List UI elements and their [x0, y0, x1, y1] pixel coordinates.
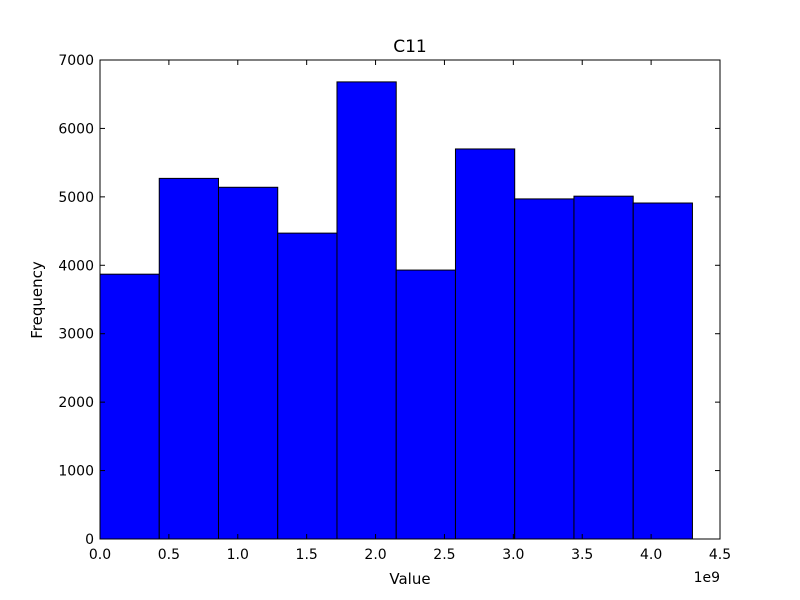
y-tick-label-8: 7000 [58, 53, 94, 69]
x-tick-label-9: 4.0 [640, 547, 662, 563]
plot-frame [99, 59, 721, 540]
y-axis: 0 1000 2000 3000 4000 5000 6000 7000 [58, 53, 720, 548]
x-tick-label-4: 1.5 [296, 547, 318, 563]
x-tick-label-6: 2.5 [433, 547, 455, 563]
histogram-bar-2 [158, 177, 219, 540]
y-tick-label-4: 3000 [58, 327, 94, 343]
x-tick-label-3: 1.0 [227, 547, 249, 563]
chart-title: C11 [393, 37, 427, 57]
x-axis-offset-label: 1e9 [694, 570, 720, 586]
y-tick-label-7: 6000 [58, 121, 94, 137]
x-tick-label-2: 0.5 [158, 547, 180, 563]
x-tick-label-7: 3.0 [502, 547, 524, 563]
histogram-bar-10 [632, 202, 693, 540]
histogram-bar-3 [217, 186, 279, 540]
bar-group [99, 81, 693, 540]
x-axis: 0.0 0.5 1.0 1.5 2.0 2.5 3.0 3.5 4.0 4.5 [89, 60, 731, 563]
y-tick-label-3: 2000 [58, 395, 94, 411]
y-tick-label-6: 5000 [58, 190, 94, 206]
histogram-bar-7 [454, 148, 516, 540]
histogram-bar-8 [514, 198, 575, 540]
x-axis-label: Value [389, 570, 430, 588]
histogram-bar-6 [395, 269, 456, 540]
y-tick-label-2: 1000 [58, 464, 94, 480]
histogram-bar-4 [277, 232, 338, 540]
histogram-bar-1 [99, 273, 160, 540]
x-tick-label-5: 2.0 [364, 547, 386, 563]
y-tick-label-5: 4000 [58, 258, 94, 274]
y-tick-label-1: 0 [85, 532, 94, 548]
x-tick-label-10: 4.5 [709, 547, 731, 563]
x-tick-label-8: 3.5 [571, 547, 593, 563]
y-axis-label: Frequency [28, 261, 46, 339]
x-tick-label-1: 0.0 [89, 547, 111, 563]
histogram-bar-5 [336, 81, 397, 540]
histogram-bar-9 [573, 195, 634, 540]
